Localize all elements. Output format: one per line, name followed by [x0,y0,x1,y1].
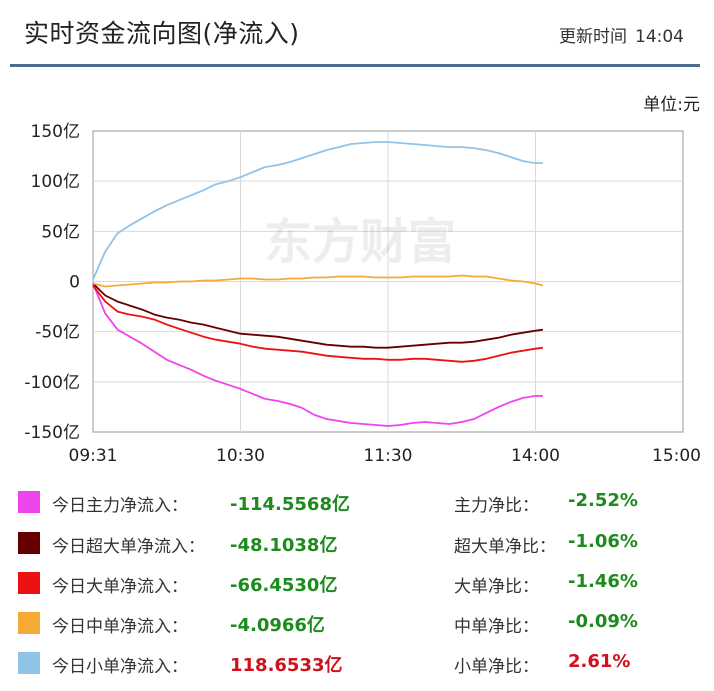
y-tick-label: 150亿 [31,122,80,142]
ratio-value: 2.61% [568,651,631,672]
chart-grid [92,130,684,433]
x-axis-ticks: 09:31 10:30 11:30 14:00 15:00 [69,446,702,466]
x-tick-label: 09:31 [69,446,118,466]
ratio-label: 超大单净比： [454,537,556,557]
legend-swatch [18,532,40,554]
page-title: 实时资金流向图(净流入) [24,19,300,48]
header-divider [10,64,700,67]
series-line-1 [92,282,544,349]
legend-label: 今日主力净流入： [52,496,188,516]
legend-label: 今日小单净流入： [52,657,188,677]
unit-label: 单位:元 [643,95,700,115]
update-time-area: 更新时间 14:04 [559,22,684,47]
update-time-value: 14:04 [635,27,684,47]
legend-value: -48.1038亿 [230,535,338,556]
series-line-0 [92,283,543,427]
x-tick-label: 11:30 [364,446,413,466]
x-tick-label: 10:30 [216,446,265,466]
watermark-text: 东方财富 [264,214,456,270]
legend-value: 118.6533亿 [230,655,343,676]
ratio-label: 小单净比： [454,657,539,677]
legend-value: -66.4530亿 [230,575,338,596]
series-line-4 [92,141,543,280]
y-tick-label: 50亿 [41,222,80,242]
chart-header: 实时资金流向图(净流入) 更新时间 14:04 [0,0,714,68]
x-tick-label: 15:00 [652,446,701,466]
ratio-label: 中单净比： [454,617,539,637]
ratio-value: -1.46% [568,571,638,592]
legend-label: 今日超大单净流入： [52,537,205,557]
legend-label: 今日大单净流入： [52,577,188,597]
x-tick-label: 14:00 [511,446,560,466]
ratio-value: -1.06% [568,531,638,552]
y-tick-label: 100亿 [31,172,80,192]
y-axis-ticks: 150亿 100亿 50亿 0 -50亿 -100亿 -150亿 [24,122,80,443]
y-tick-label: -50亿 [35,323,80,343]
chart-series [92,141,544,427]
legend-swatch [18,572,40,594]
update-time-label: 更新时间 [559,27,627,47]
series-line-2 [92,284,544,363]
y-tick-label: -150亿 [24,423,80,443]
legend-swatch [18,652,40,674]
y-tick-label: -100亿 [24,373,80,393]
y-tick-label: 0 [69,273,80,293]
legend-swatch [18,612,40,634]
ratio-value: -2.52% [568,490,638,511]
legend-row: 今日中单净流入： -4.0966亿 中单净比： -0.09% [18,609,698,639]
legend-value: -4.0966亿 [230,615,325,636]
legend-row: 今日主力净流入： -114.5568亿 主力净比： -2.52% [18,488,698,518]
legend-row: 今日大单净流入： -66.4530亿 大单净比： -1.46% [18,569,698,599]
ratio-label: 大单净比： [454,577,539,597]
legend-value: -114.5568亿 [230,494,350,515]
ratio-value: -0.09% [568,611,638,632]
legend-swatch [18,491,40,513]
series-line-3 [92,274,544,288]
ratio-label: 主力净比： [454,496,539,516]
legend-row: 今日小单净流入： 118.6533亿 小单净比： 2.61% [18,649,698,679]
money-flow-chart: 东方财富 150亿 100亿 50亿 0 -50亿 -100亿 -150亿 09:31 10:… [24,122,702,466]
legend-row: 今日超大单净流入： -48.1038亿 超大单净比： -1.06% [18,529,698,559]
legend-label: 今日中单净流入： [52,617,188,637]
